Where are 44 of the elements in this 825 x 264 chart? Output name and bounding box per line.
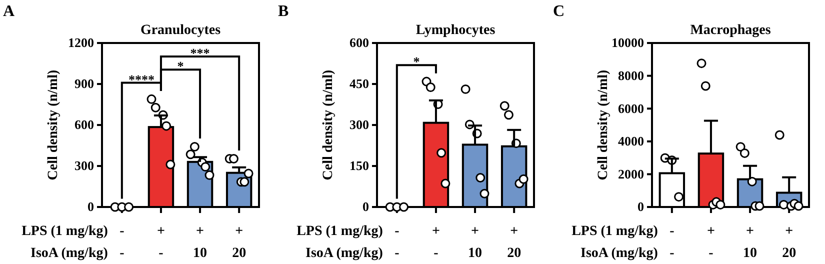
annotation: * <box>413 54 420 70</box>
chart-subtitle: A <box>3 3 15 20</box>
y-tick-label: 8000 <box>618 68 644 83</box>
y-axis-title: Cell density (n/ml) <box>321 69 336 180</box>
chart-title: Lymphocytes <box>416 23 496 38</box>
y-tick-label: 4000 <box>618 134 644 149</box>
y-axis-title: Cell density (n/ml) <box>596 69 611 180</box>
y-tick-label: 0 <box>88 199 94 214</box>
x-axis-title: LPS (1 mg/kg) IsoA (mg/kg) <box>572 224 658 261</box>
y-tick-label: 300 <box>350 117 369 132</box>
x-tick-label: + - <box>432 224 440 261</box>
y-tick-label: 900 <box>74 76 94 92</box>
y-tick-label: 10000 <box>612 35 644 50</box>
y-tick-label: 0 <box>362 199 369 214</box>
y-axis-title: Cell density (n/ml) <box>46 69 61 180</box>
x-tick-label: + 10 <box>743 224 758 261</box>
x-tick-label: + - <box>156 224 165 261</box>
x-tick-label: + 20 <box>782 224 796 261</box>
y-tick-label: 300 <box>74 158 94 174</box>
y-tick-label: 450 <box>350 76 369 92</box>
annotation: *** <box>190 46 210 61</box>
x-tick-label: + 10 <box>468 224 482 261</box>
chart-title: Macrophages <box>690 23 772 38</box>
x-axis-title: LPS (1 mg/kg) IsoA (mg/kg) <box>22 224 108 261</box>
x-tick-label: + 20 <box>232 224 246 261</box>
x-tick-label: + - <box>706 224 715 261</box>
y-tick-label: 2000 <box>618 166 644 182</box>
x-axis-title: LPS (1 mg/kg) IsoA (mg/kg) <box>296 224 384 261</box>
y-tick-label: 150 <box>350 158 369 174</box>
x-tick-label: + 10 <box>193 224 208 261</box>
y-tick-label: 600 <box>74 117 94 132</box>
x-tick-label: - - <box>394 224 400 261</box>
y-tick-label: 600 <box>350 35 369 50</box>
chart-subtitle: B <box>278 3 289 20</box>
chart-title: Granulocytes <box>140 23 222 38</box>
x-tick-label: + 20 <box>507 224 522 261</box>
x-tick-label: - - <box>670 224 675 261</box>
y-tick-label: 0 <box>638 199 644 214</box>
x-tick-label: - - <box>120 224 125 261</box>
annotation: **** <box>128 72 154 87</box>
y-tick-label: 1200 <box>68 35 94 50</box>
chart-subtitle: C <box>553 3 565 20</box>
y-tick-label: 6000 <box>618 100 644 116</box>
annotation: * <box>177 58 184 74</box>
